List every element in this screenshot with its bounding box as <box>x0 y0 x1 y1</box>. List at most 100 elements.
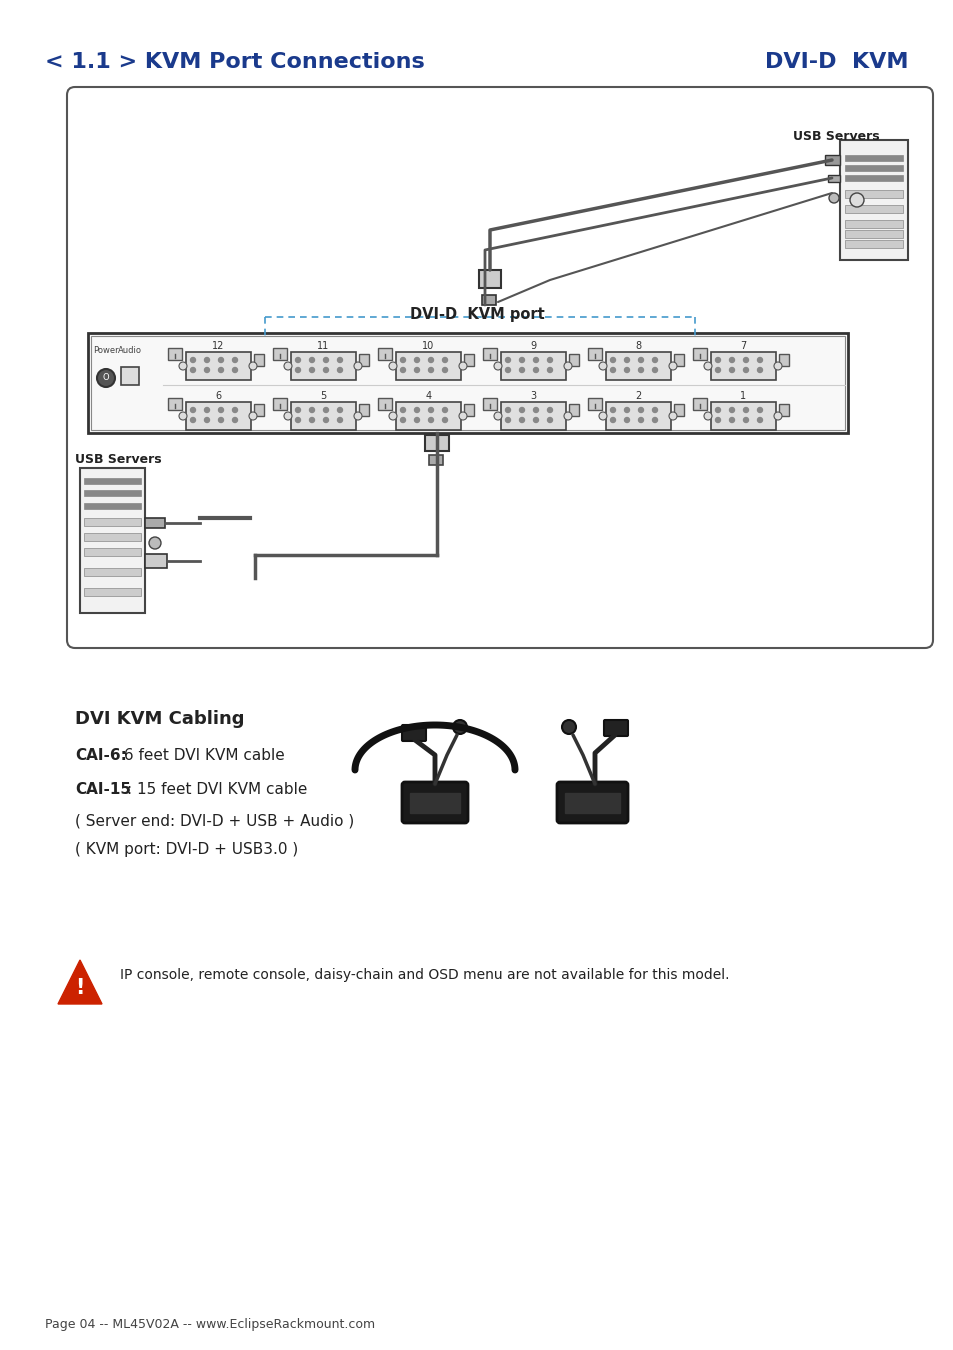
Bar <box>673 404 683 416</box>
Circle shape <box>204 358 210 363</box>
FancyBboxPatch shape <box>67 86 932 648</box>
Circle shape <box>638 408 643 413</box>
Text: Power: Power <box>93 346 119 355</box>
Text: : 15 feet DVI KVM cable: : 15 feet DVI KVM cable <box>127 782 307 796</box>
Text: CAI-6:: CAI-6: <box>75 748 127 763</box>
Text: 2: 2 <box>635 392 641 401</box>
Circle shape <box>309 358 314 363</box>
Circle shape <box>458 412 467 420</box>
Circle shape <box>97 369 115 387</box>
Bar <box>145 554 167 568</box>
Circle shape <box>505 358 510 363</box>
Bar <box>377 348 392 360</box>
Circle shape <box>533 408 537 413</box>
Circle shape <box>638 367 643 373</box>
Text: !: ! <box>75 977 85 998</box>
Bar <box>358 354 369 366</box>
Text: 12: 12 <box>213 342 225 351</box>
Circle shape <box>414 417 419 423</box>
Bar <box>500 402 565 431</box>
Bar <box>482 398 497 410</box>
Circle shape <box>400 417 405 423</box>
Circle shape <box>179 412 187 420</box>
Circle shape <box>757 417 761 423</box>
Bar <box>168 348 182 360</box>
Bar <box>84 504 141 509</box>
Circle shape <box>703 362 711 370</box>
Bar <box>824 155 840 165</box>
Circle shape <box>204 417 210 423</box>
Bar <box>463 404 474 416</box>
Circle shape <box>249 362 256 370</box>
Circle shape <box>729 367 734 373</box>
Circle shape <box>715 367 720 373</box>
Circle shape <box>505 417 510 423</box>
Circle shape <box>179 362 187 370</box>
Bar <box>84 548 141 556</box>
Circle shape <box>742 408 748 413</box>
Circle shape <box>218 417 223 423</box>
Text: 1: 1 <box>740 392 746 401</box>
Circle shape <box>354 412 361 420</box>
Circle shape <box>295 408 300 413</box>
Circle shape <box>519 367 524 373</box>
Bar <box>779 354 788 366</box>
Circle shape <box>309 367 314 373</box>
Circle shape <box>414 408 419 413</box>
Circle shape <box>191 367 195 373</box>
Bar <box>568 404 578 416</box>
Bar <box>377 398 392 410</box>
Circle shape <box>828 193 838 202</box>
Text: IP console, remote console, daisy-chain and OSD menu are not available for this : IP console, remote console, daisy-chain … <box>120 968 729 981</box>
Circle shape <box>295 417 300 423</box>
Bar <box>844 205 902 213</box>
Bar <box>844 155 902 161</box>
Circle shape <box>742 417 748 423</box>
Text: Audio: Audio <box>118 346 142 355</box>
FancyBboxPatch shape <box>603 720 627 736</box>
Circle shape <box>428 417 433 423</box>
Bar <box>253 354 264 366</box>
Bar <box>844 220 902 228</box>
Circle shape <box>757 408 761 413</box>
Bar <box>84 518 141 526</box>
Circle shape <box>400 408 405 413</box>
Bar <box>779 404 788 416</box>
Bar <box>145 518 165 528</box>
Bar <box>692 398 706 410</box>
Bar <box>88 333 847 433</box>
Circle shape <box>284 412 292 420</box>
Bar <box>291 352 355 379</box>
Circle shape <box>204 367 210 373</box>
Circle shape <box>849 193 863 207</box>
Circle shape <box>295 358 300 363</box>
Circle shape <box>610 408 615 413</box>
Circle shape <box>757 358 761 363</box>
Text: ( Server end: DVI-D + USB + Audio ): ( Server end: DVI-D + USB + Audio ) <box>75 814 354 829</box>
Circle shape <box>400 358 405 363</box>
Bar <box>273 348 287 360</box>
Bar <box>358 404 369 416</box>
Circle shape <box>354 362 361 370</box>
Bar <box>827 176 840 182</box>
Circle shape <box>218 408 223 413</box>
Circle shape <box>652 367 657 373</box>
Circle shape <box>494 362 501 370</box>
Bar <box>80 468 145 613</box>
Circle shape <box>295 367 300 373</box>
Circle shape <box>233 408 237 413</box>
Bar <box>710 402 775 431</box>
Circle shape <box>715 417 720 423</box>
Text: 10: 10 <box>422 342 435 351</box>
Circle shape <box>400 367 405 373</box>
Circle shape <box>533 367 537 373</box>
Circle shape <box>547 417 552 423</box>
Circle shape <box>624 417 629 423</box>
Circle shape <box>610 358 615 363</box>
Circle shape <box>389 362 396 370</box>
Bar <box>291 402 355 431</box>
Bar <box>91 336 844 431</box>
Circle shape <box>442 408 447 413</box>
Circle shape <box>742 367 748 373</box>
Circle shape <box>233 367 237 373</box>
